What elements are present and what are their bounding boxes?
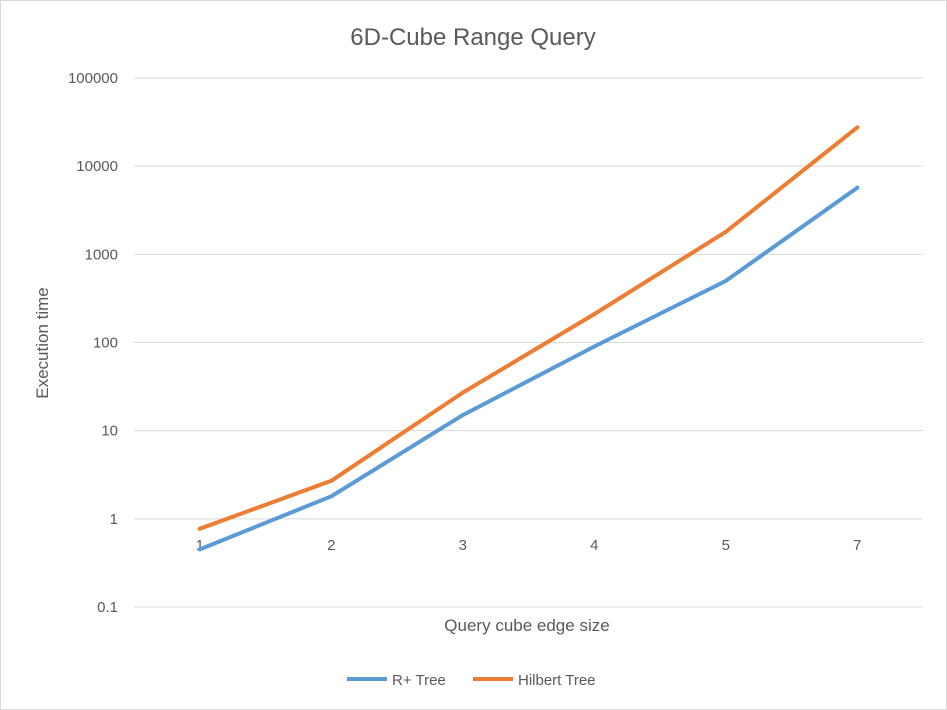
- gridlines: [134, 77, 923, 608]
- y-tick-label: 10000: [76, 158, 118, 175]
- legend-label-r-plus-tree: R+ Tree: [392, 672, 446, 689]
- data-point-hilbert-tree: [460, 390, 465, 395]
- data-point-r-plus-tree: [460, 413, 465, 418]
- data-point-r-plus-tree: [197, 547, 202, 552]
- data-point-r-plus-tree: [592, 344, 597, 349]
- y-tick-label: 1000: [85, 246, 118, 263]
- chart-title: 6D-Cube Range Query: [350, 24, 595, 51]
- y-tick-label: 100: [93, 335, 118, 352]
- x-tick-labels: 1 2 3 4 5 7: [196, 537, 862, 554]
- x-tick-label: 1: [196, 537, 204, 554]
- data-point-r-plus-tree: [723, 278, 728, 283]
- y-axis-label: Execution time: [33, 287, 52, 399]
- x-tick-label: 7: [853, 537, 861, 554]
- legend-label-hilbert-tree: Hilbert Tree: [518, 672, 596, 689]
- y-tick-label: 10: [101, 423, 118, 440]
- series-line-r-plus-tree: [197, 185, 860, 552]
- x-tick-label: 3: [459, 537, 467, 554]
- y-tick-label: 0.1: [97, 599, 118, 616]
- x-tick-label: 5: [722, 537, 730, 554]
- data-point-r-plus-tree: [855, 185, 860, 190]
- data-point-hilbert-tree: [855, 125, 860, 130]
- x-axis-label: Query cube edge size: [444, 616, 609, 635]
- data-point-r-plus-tree: [329, 494, 334, 499]
- data-point-hilbert-tree: [197, 526, 202, 531]
- x-tick-label: 2: [327, 537, 335, 554]
- y-tick-labels: 0.1 1 10 100 1000 10000 100000: [68, 70, 118, 616]
- data-point-hilbert-tree: [723, 229, 728, 234]
- legend: R+ Tree Hilbert Tree: [347, 672, 596, 689]
- y-tick-label: 100000: [68, 70, 118, 87]
- data-point-hilbert-tree: [329, 478, 334, 483]
- series-line-hilbert-tree: [197, 125, 860, 531]
- y-tick-label: 1: [110, 511, 118, 528]
- data-point-hilbert-tree: [592, 312, 597, 317]
- x-tick-label: 4: [590, 537, 598, 554]
- series-lines: [197, 125, 860, 552]
